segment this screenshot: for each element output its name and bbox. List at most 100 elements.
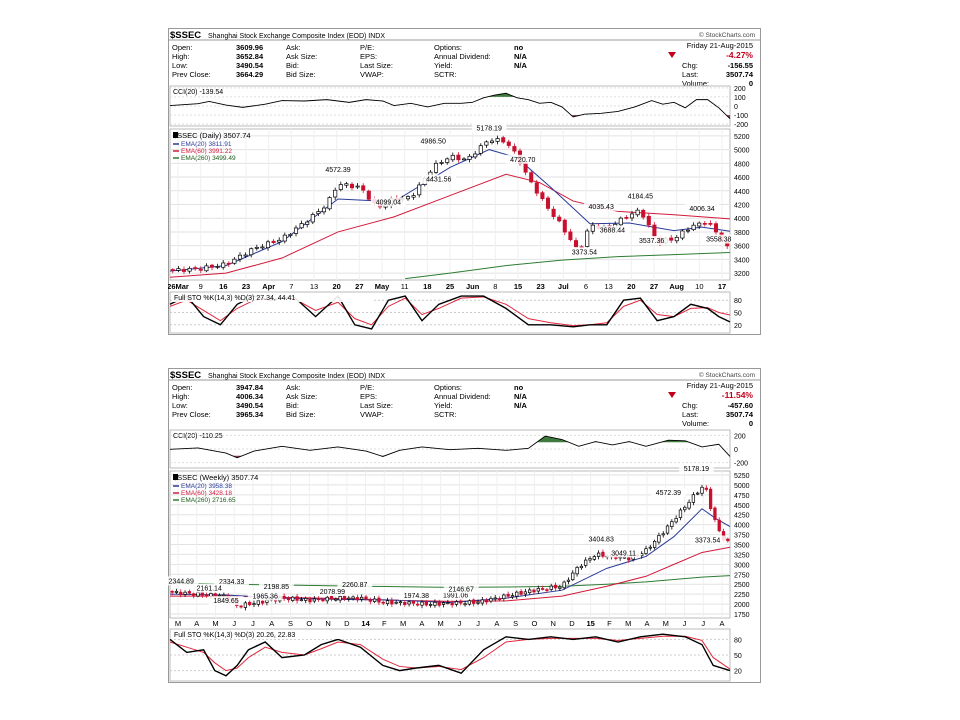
annotation-bg xyxy=(443,584,479,594)
annotation-bg xyxy=(701,234,737,244)
candle-down xyxy=(364,596,368,600)
x-axis-label: 20 xyxy=(627,282,635,291)
x-axis-label: S xyxy=(513,619,518,628)
candle-down xyxy=(704,487,708,490)
quote-date: Friday 21-Aug-2015 xyxy=(687,381,753,390)
price-annotation: 4099.04 xyxy=(376,199,401,206)
candle-up xyxy=(445,158,450,163)
annotation-bg xyxy=(595,225,630,235)
candle-down xyxy=(271,240,276,244)
quote-label: Volume: xyxy=(682,419,709,428)
price-annotation: 2146.67 xyxy=(449,586,474,593)
quote-value: 3652.84 xyxy=(236,52,264,61)
quote-value: -156.55 xyxy=(728,61,753,70)
candle-down xyxy=(601,551,605,557)
cci-positive-fill xyxy=(536,436,689,443)
x-axis-label: Jul xyxy=(558,282,569,291)
candle-up xyxy=(571,572,575,581)
candle-up xyxy=(293,227,299,234)
quote-value: N/A xyxy=(514,401,528,410)
quote-label: Options: xyxy=(434,383,462,392)
cci-tick: 200 xyxy=(734,86,746,93)
x-axis-label: A xyxy=(644,619,649,628)
candle-up xyxy=(344,183,349,186)
candle-down xyxy=(512,146,517,152)
candle-down xyxy=(416,603,420,606)
price-tick: 3000 xyxy=(734,562,750,569)
candle-up xyxy=(254,247,259,249)
candle-up xyxy=(221,262,226,268)
candle-up xyxy=(265,599,269,603)
sto-tick: 80 xyxy=(734,637,742,644)
x-axis-label: 16 xyxy=(219,282,227,291)
candle-up xyxy=(473,153,478,158)
quote-label: Ask Size: xyxy=(286,392,317,401)
quote-value: -457.60 xyxy=(728,401,753,410)
x-axis-label: Apr xyxy=(262,282,275,291)
candle-up xyxy=(333,189,338,198)
x-axis-label: 27 xyxy=(650,282,658,291)
candle-up xyxy=(648,546,652,549)
x-axis-label: N xyxy=(550,619,555,628)
price-annotation: 4035.43 xyxy=(589,204,614,211)
x-axis-label: 18 xyxy=(423,282,431,291)
candle-up xyxy=(176,268,181,271)
x-axis-label: A xyxy=(269,619,274,628)
candle-up xyxy=(463,603,467,606)
x-axis-label: 20 xyxy=(332,282,340,291)
quote-value: 3507.74 xyxy=(726,410,754,419)
quote-value: no xyxy=(514,383,524,392)
annotation-bg xyxy=(315,586,350,596)
candle-down xyxy=(181,269,187,272)
quote-label: Annual Dividend: xyxy=(434,52,491,61)
candle-down xyxy=(713,507,717,520)
quote-value: N/A xyxy=(514,392,528,401)
quote-value: 4006.34 xyxy=(236,392,264,401)
price-annotation: 3558.38 xyxy=(706,237,731,244)
price-tick: 4250 xyxy=(734,513,750,520)
candle-down xyxy=(424,600,428,606)
candle-up xyxy=(183,591,187,595)
candle-down xyxy=(260,600,265,604)
annotation-bg xyxy=(634,236,669,246)
quote-label: Bid Size: xyxy=(286,410,316,419)
quote-label: P/E: xyxy=(360,383,374,392)
candle-up xyxy=(536,588,540,592)
candle-down xyxy=(170,269,175,271)
quote-label: Chg: xyxy=(682,61,698,70)
x-axis-label: A xyxy=(494,619,499,628)
x-axis-label: M xyxy=(175,619,181,628)
ema60-line xyxy=(169,173,731,278)
price-tick: 2000 xyxy=(734,602,750,609)
price-tick: 3600 xyxy=(734,244,750,251)
candle-up xyxy=(196,592,200,597)
candle-down xyxy=(179,591,183,596)
candle-up xyxy=(433,601,437,606)
candle-up xyxy=(360,596,364,600)
price-tick: 4200 xyxy=(734,203,750,210)
candle-down xyxy=(553,584,558,589)
candle-down xyxy=(472,599,476,604)
quote-label: Prev Close: xyxy=(172,70,211,79)
candle-down xyxy=(377,597,381,603)
symbol: $SSEC xyxy=(170,370,201,381)
candle-up xyxy=(528,589,532,594)
candle-up xyxy=(338,184,343,190)
x-axis-label: J xyxy=(476,619,480,628)
candle-up xyxy=(222,594,226,597)
candle-down xyxy=(713,223,719,233)
sto-tick: 20 xyxy=(734,669,742,676)
price-annotation: 4986.50 xyxy=(421,139,446,146)
annotation-bg xyxy=(690,535,725,545)
x-axis-label: D xyxy=(569,619,575,628)
price-tick: 3800 xyxy=(734,230,750,237)
price-tick: 3250 xyxy=(734,552,750,559)
x-axis-label: M xyxy=(212,619,218,628)
x-axis-label: J xyxy=(458,619,462,628)
candle-up xyxy=(209,593,213,597)
candle-down xyxy=(390,599,394,605)
price-tick: 5000 xyxy=(734,483,750,490)
candle-down xyxy=(366,190,371,200)
quote-value: 0 xyxy=(749,419,753,428)
candle-icon xyxy=(173,474,178,480)
